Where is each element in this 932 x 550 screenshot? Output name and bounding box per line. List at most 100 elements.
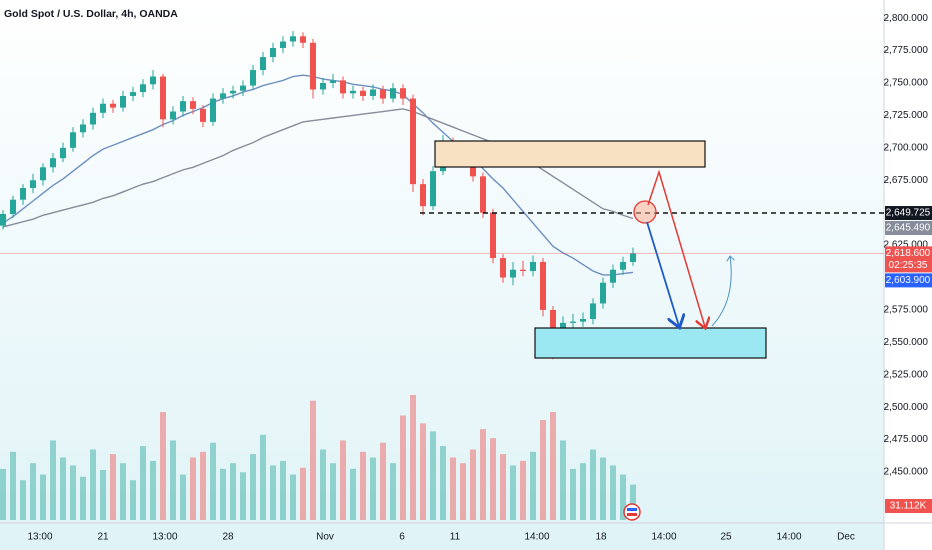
- volume-bar: [100, 470, 106, 520]
- volume-bar: [610, 465, 616, 520]
- candle-body: [310, 42, 316, 90]
- volume-bar: [540, 420, 546, 520]
- candle-body: [570, 321, 576, 323]
- volume-bar: [330, 463, 336, 520]
- volume-bar: [310, 400, 316, 520]
- volume-bar: [290, 474, 296, 520]
- candle-body: [580, 319, 586, 322]
- volume-bar: [320, 449, 326, 520]
- moving-average: [2, 74, 634, 276]
- volume-bar: [140, 446, 146, 520]
- price-label-box: [885, 273, 932, 288]
- candle-body: [340, 80, 346, 94]
- volume-bar: [60, 457, 66, 520]
- volume-bar: [600, 457, 606, 520]
- candle-body: [630, 253, 636, 262]
- volume-bar: [30, 463, 36, 520]
- y-tick-label: 2,675.000: [884, 175, 929, 186]
- candle-body: [10, 199, 16, 214]
- candle-body: [180, 101, 186, 112]
- candle-body: [210, 98, 216, 122]
- candle-body: [90, 112, 96, 125]
- candle-body: [40, 167, 46, 181]
- volume-bar: [180, 474, 186, 520]
- candle-body: [530, 261, 536, 272]
- volume-bar: [270, 465, 276, 520]
- axes: 2,800.000 2,775.000 2,750.000 2,725.000 2,70…: [0, 13, 932, 543]
- x-tick-label: 6: [399, 532, 405, 543]
- annotations: [420, 140, 884, 359]
- volume-bar: [530, 451, 536, 520]
- volume-label-box: [885, 499, 932, 513]
- volume-label: 31.112K: [890, 501, 927, 512]
- candle-body: [590, 303, 596, 320]
- volume-bar: [150, 460, 156, 520]
- volume-bar: [160, 412, 166, 520]
- volume-bar: [210, 442, 216, 520]
- candle-body: [400, 88, 406, 99]
- price-label: 2,618.600: [886, 248, 931, 259]
- volume-bar: [500, 454, 506, 520]
- volume-bar: [230, 463, 236, 520]
- volume-bar: [340, 440, 346, 520]
- blue-arrow: [646, 221, 679, 326]
- volume-bar: [580, 463, 586, 520]
- supply-zone: [434, 140, 706, 168]
- volume-pane: [0, 395, 636, 520]
- y-tick-label: 2,800.000: [884, 13, 929, 24]
- candle-body: [240, 85, 246, 91]
- volume-bar: [550, 412, 556, 520]
- candle-body: [120, 95, 126, 108]
- volume-bar: [350, 468, 356, 520]
- price-label-box: [885, 221, 932, 236]
- candle-body: [110, 103, 116, 108]
- candle-body: [0, 213, 6, 226]
- candle-body: [150, 76, 156, 85]
- x-tick-label: 13:00: [27, 532, 52, 543]
- chart-title: Gold Spot / U.S. Dollar, 4h, OANDA: [4, 8, 178, 20]
- candle-body: [430, 171, 436, 207]
- volume-bar: [400, 415, 406, 520]
- volume-bar: [450, 457, 456, 520]
- volume-bar: [130, 480, 136, 520]
- volume-bar: [120, 463, 126, 520]
- candle-body: [360, 90, 366, 96]
- volume-bar: [200, 451, 206, 520]
- volume-bar: [360, 451, 366, 520]
- candle-body: [280, 41, 286, 48]
- candle-body: [230, 90, 236, 94]
- y-tick-label: 2,700.000: [884, 142, 929, 153]
- x-tick-label: 25: [720, 532, 732, 543]
- countdown: 02:25:35: [889, 260, 928, 271]
- x-tick-label: 21: [97, 532, 109, 543]
- y-tick-label: 2,550.000: [884, 337, 929, 348]
- candles: [0, 31, 636, 360]
- candle-body: [140, 84, 146, 93]
- volume-bar: [440, 446, 446, 520]
- volume-bar: [170, 440, 176, 520]
- x-tick-label: 13:00: [152, 532, 177, 543]
- volume-bar: [460, 463, 466, 520]
- volume-bar: [0, 468, 6, 520]
- price-label: 2,603.900: [886, 275, 931, 286]
- volume-bar: [20, 480, 26, 520]
- red-arrow: [647, 169, 705, 327]
- candle-body: [130, 92, 136, 96]
- candle-body: [390, 88, 396, 99]
- logo: [623, 503, 641, 521]
- candle-body: [320, 82, 326, 90]
- candle-body: [500, 258, 506, 278]
- y-tick-label: 2,525.000: [884, 369, 929, 380]
- candle-body: [300, 36, 306, 43]
- y-tick-label: 2,475.000: [884, 434, 929, 445]
- volume-bar: [410, 395, 416, 520]
- volume-bar: [620, 474, 626, 520]
- volume-bar: [510, 465, 516, 520]
- volume-bar: [480, 429, 486, 520]
- price-label-box: [885, 246, 932, 273]
- candle-body: [80, 124, 86, 133]
- candle-body: [20, 188, 26, 200]
- candle-body: [610, 269, 616, 283]
- x-tick-label: 11: [450, 532, 461, 543]
